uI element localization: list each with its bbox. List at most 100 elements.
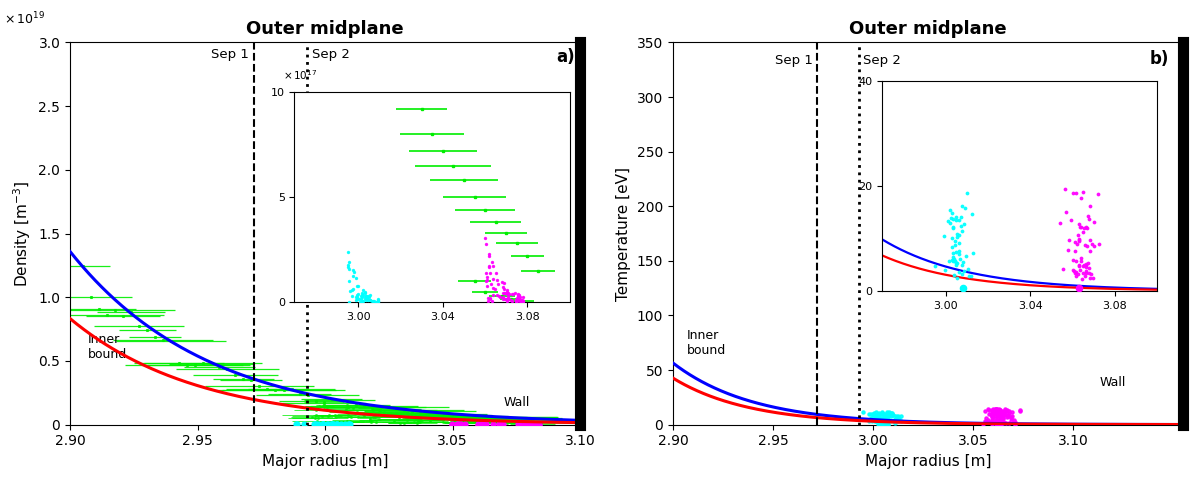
Point (327, 420, 346, 428)
Point (304, 420, 324, 428)
Point (978, 405, 997, 413)
Point (868, 420, 887, 428)
Point (879, 416, 898, 424)
Point (516, 420, 535, 428)
Point (999, 419, 1018, 427)
Point (874, 412, 893, 420)
Point (327, 420, 346, 428)
Point (973, 420, 992, 428)
Point (484, 420, 503, 428)
Point (319, 420, 338, 428)
Point (879, 410, 898, 418)
Point (990, 409, 1009, 417)
Point (860, 418, 879, 425)
Point (987, 411, 1007, 419)
Point (287, 420, 306, 428)
Point (1005, 420, 1024, 428)
Point (312, 420, 331, 428)
Point (519, 420, 538, 428)
Point (990, 420, 1009, 428)
Title: Outer midplane: Outer midplane (246, 20, 404, 38)
Point (878, 415, 897, 423)
Point (892, 412, 911, 420)
Point (868, 417, 887, 425)
Point (878, 413, 897, 420)
Point (987, 411, 1007, 419)
Point (993, 414, 1013, 422)
Point (979, 406, 998, 413)
Point (996, 405, 1015, 413)
Point (875, 418, 894, 426)
Text: Sep 2: Sep 2 (313, 48, 350, 61)
Point (887, 413, 906, 420)
Point (987, 410, 1007, 418)
Point (979, 410, 998, 418)
Point (879, 420, 898, 428)
X-axis label: Major radius [m]: Major radius [m] (261, 454, 388, 469)
Point (869, 411, 888, 419)
Point (875, 414, 894, 422)
Point (983, 420, 1002, 428)
Point (863, 413, 882, 420)
Point (872, 414, 891, 422)
Point (875, 414, 894, 422)
Point (875, 412, 894, 420)
Point (885, 420, 904, 427)
Point (987, 406, 1007, 414)
Point (874, 411, 893, 419)
Point (983, 417, 1002, 424)
Point (868, 417, 887, 425)
Point (875, 419, 894, 426)
Point (991, 411, 1010, 419)
Point (517, 420, 536, 428)
Point (451, 420, 470, 428)
Point (860, 410, 879, 418)
Point (879, 411, 898, 419)
Point (878, 415, 897, 423)
Point (878, 420, 897, 428)
Point (991, 417, 1010, 424)
Point (874, 414, 893, 422)
Point (509, 420, 528, 428)
Point (876, 420, 896, 427)
Point (875, 415, 894, 423)
Point (987, 405, 1007, 413)
Point (475, 420, 494, 428)
Point (313, 420, 332, 428)
Text: Inner
bound: Inner bound (687, 329, 726, 357)
Point (993, 415, 1013, 422)
Point (1002, 414, 1021, 422)
Point (990, 420, 1009, 428)
Point (878, 416, 897, 424)
Point (986, 420, 1005, 428)
Point (878, 413, 897, 420)
Point (339, 420, 358, 428)
Point (448, 420, 467, 428)
Point (874, 415, 893, 422)
Point (983, 412, 1002, 420)
Text: Sep 2: Sep 2 (863, 54, 900, 67)
Point (873, 415, 892, 423)
Point (984, 408, 1003, 416)
Point (443, 420, 462, 428)
Point (872, 420, 891, 428)
Point (993, 419, 1013, 427)
Point (890, 414, 909, 422)
Point (986, 405, 1005, 413)
Point (983, 409, 1002, 417)
Point (992, 416, 1011, 423)
Point (476, 420, 496, 428)
Point (493, 420, 512, 428)
Point (322, 420, 341, 428)
Point (986, 409, 1005, 417)
Point (326, 420, 345, 428)
Point (854, 408, 873, 416)
Point (989, 411, 1008, 419)
Point (993, 408, 1013, 416)
Point (878, 417, 897, 425)
Point (1005, 418, 1024, 426)
Point (985, 409, 1004, 417)
Point (874, 418, 893, 425)
Point (872, 420, 891, 428)
Point (996, 419, 1015, 427)
